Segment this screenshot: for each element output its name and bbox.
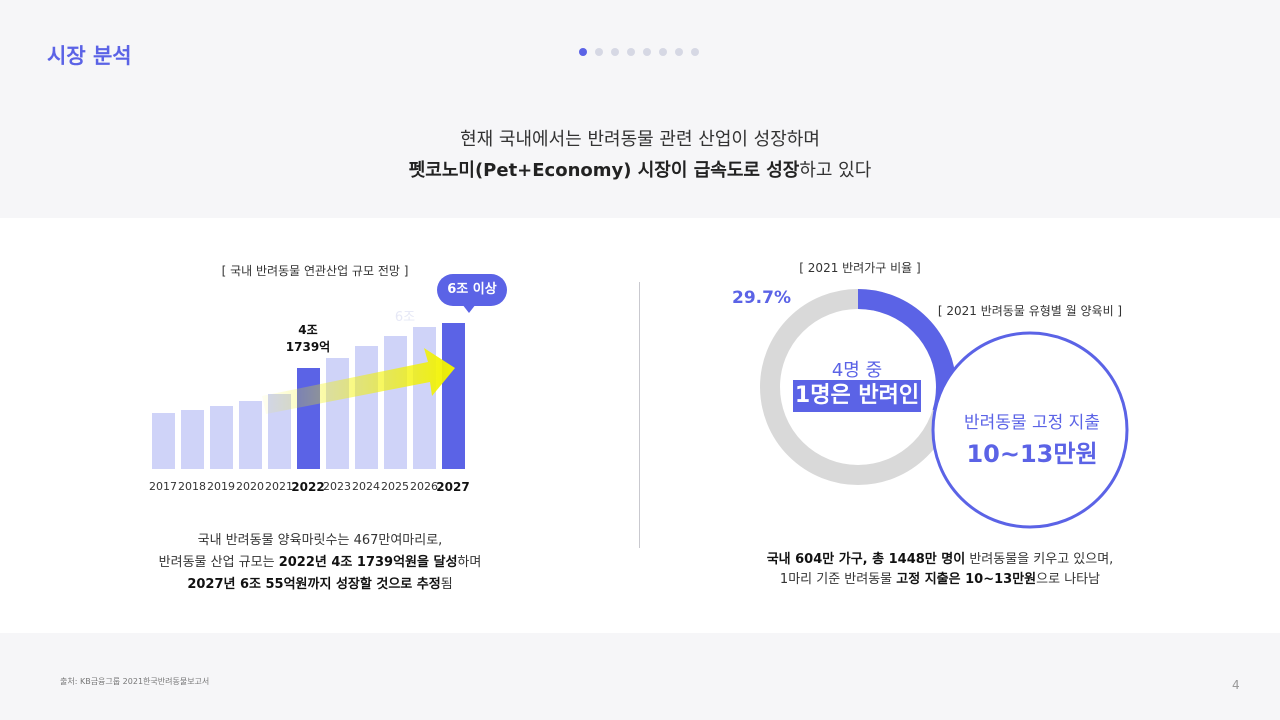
pagination-dot[interactable]: [611, 48, 619, 56]
x-tick-2027: 2027: [436, 480, 470, 494]
bar-2017: [151, 413, 175, 469]
left-desc-text: 하며: [457, 555, 482, 570]
headline-rest: 하고 있다: [799, 160, 872, 181]
x-tick-2019: 2019: [207, 480, 235, 493]
header-section: 시장 분석 현재 국내에서는 반려동물 관련 산업이 성장하며 펫코노미(Pet…: [0, 0, 1280, 218]
bar-2021: [267, 394, 291, 469]
x-tick-2021: 2021: [265, 480, 293, 493]
circle-line2: 10~13만원: [966, 440, 1098, 468]
page-number: 4: [1232, 678, 1240, 692]
x-tick-2022: 2022: [291, 480, 325, 494]
bar-2020: [238, 401, 262, 469]
pagination-dot[interactable]: [659, 48, 667, 56]
main-content: [ 국내 반려동물 연관산업 규모 전망 ] 4조 1739억 6조 6조 이상…: [0, 218, 1280, 633]
donut-percent-label: 29.7%: [732, 288, 791, 308]
bar-label-line2: 1739억: [285, 340, 331, 354]
donut-title: [ 2021 반려가구 비율 ]: [799, 261, 921, 275]
left-desc-line2: 반려동물 산업 규모는 2022년 4조 1739억원을 달성하며: [120, 552, 520, 574]
pagination-dots: [579, 48, 699, 56]
left-desc-line1: 국내 반려동물 양육마릿수는 467만여마리로,: [197, 533, 443, 548]
bar-2027: [441, 323, 465, 469]
headline-line2: 펫코노미(Pet+Economy) 시장이 급속도로 성장하고 있다: [0, 155, 1280, 186]
bubble-label-2027: 6조 이상: [437, 274, 507, 306]
bar-chart-title: [ 국내 반려동물 연관산업 규모 전망 ]: [221, 264, 409, 278]
donut-center-line2: 1명은 반려인: [793, 380, 921, 412]
headline: 현재 국내에서는 반려동물 관련 산업이 성장하며 펫코노미(Pet+Econo…: [0, 124, 1280, 186]
ghost-label: 6조: [394, 310, 416, 325]
right-desc-bold: 고정 지출은 10~13만원: [896, 572, 1037, 587]
left-desc-text: 반려동물 산업 규모는: [158, 555, 279, 570]
pagination-dot[interactable]: [643, 48, 651, 56]
left-description: 국내 반려동물 양육마릿수는 467만여마리로, 반려동물 산업 규모는 202…: [120, 530, 520, 596]
section-title: 시장 분석: [47, 44, 132, 68]
pagination-dot[interactable]: [691, 48, 699, 56]
pagination-dot[interactable]: [595, 48, 603, 56]
x-tick-2020: 2020: [236, 480, 264, 493]
pagination-dot[interactable]: [579, 48, 587, 56]
circle-line1: 반려동물 고정 지출: [964, 413, 1100, 433]
left-desc-bold: 2022년 4조 1739억원을 달성: [278, 555, 458, 570]
right-desc-line2: 1마리 기준 반려동물 고정 지출은 10~13만원으로 나타남: [730, 570, 1150, 590]
left-desc-bold: 2027년 6조 55억원까지 성장할 것으로 추정: [187, 577, 441, 592]
x-tick-2026: 2026: [410, 480, 438, 493]
bar-label-2022: 4조 1739억: [278, 322, 338, 356]
pagination-dot[interactable]: [627, 48, 635, 56]
source-note: 출처: KB금융그룹 2021한국반려동물보고서: [60, 677, 210, 686]
x-tick-2018: 2018: [178, 480, 206, 493]
left-desc-line3: 2027년 6조 55억원까지 성장할 것으로 추정됨: [120, 574, 520, 596]
bar-2018: [180, 410, 204, 469]
bubble-tail: [462, 304, 476, 313]
right-desc-text: 1마리 기준 반려동물: [779, 572, 897, 587]
x-tick-2025: 2025: [381, 480, 409, 493]
right-desc-text: 반려동물을 키우고 있으며,: [965, 552, 1114, 567]
right-description: 국내 604만 가구, 총 1448만 명이 반려동물을 키우고 있으며, 1마…: [730, 550, 1150, 590]
bar-label-line1: 4조: [298, 323, 318, 337]
headline-line1: 현재 국내에서는 반려동물 관련 산업이 성장하며: [460, 129, 820, 150]
x-tick-2023: 2023: [323, 480, 351, 493]
x-tick-2024: 2024: [352, 480, 380, 493]
left-desc-text: 됨: [440, 577, 453, 592]
headline-bold: 펫코노미(Pet+Economy) 시장이 급속도로 성장: [408, 160, 800, 181]
pagination-dot[interactable]: [675, 48, 683, 56]
circle-title: [ 2021 반려동물 유형별 월 양육비 ]: [937, 304, 1123, 318]
right-desc-line1: 국내 604만 가구, 총 1448만 명이 반려동물을 키우고 있으며,: [730, 550, 1150, 570]
growth-arrow-icon: [262, 348, 455, 414]
right-desc-text: 으로 나타남: [1036, 572, 1101, 587]
panel-divider: [639, 282, 640, 548]
donut-center-line1: 4명 중: [831, 360, 883, 381]
right-desc-bold: 국내 604만 가구, 총 1448만 명이: [766, 552, 966, 567]
expense-circle: [931, 331, 1129, 529]
x-tick-2017: 2017: [149, 480, 177, 493]
bar-2019: [209, 406, 233, 469]
